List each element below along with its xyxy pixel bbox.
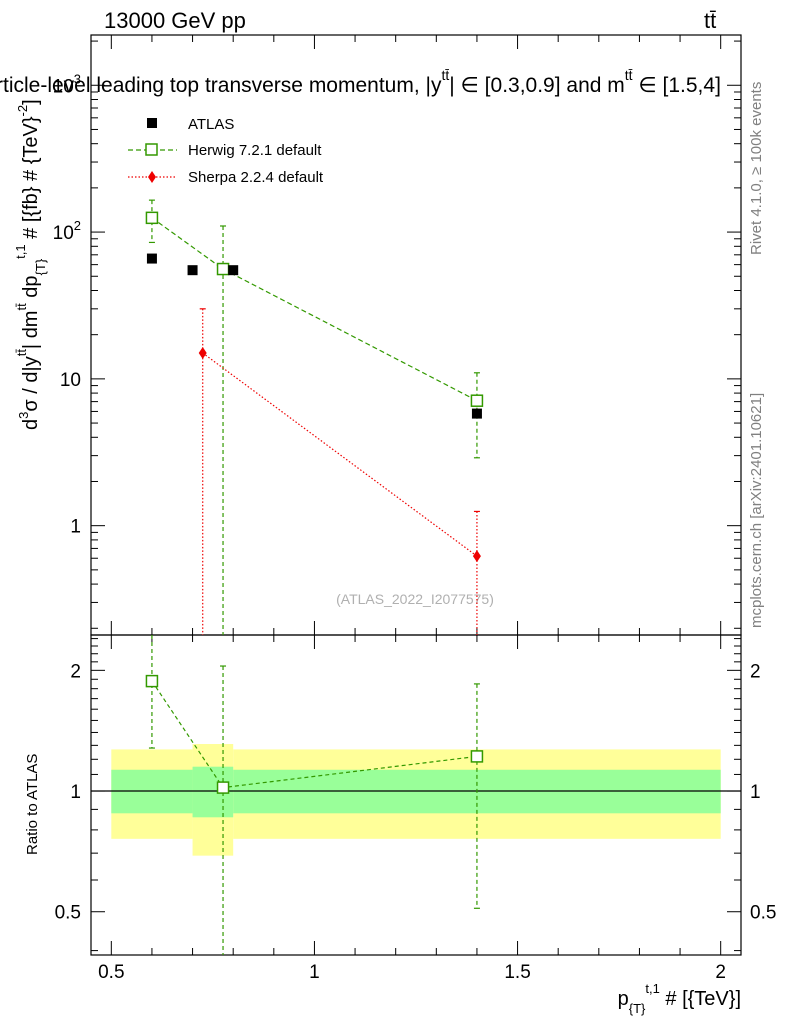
main-y-axis-label: d3σ / d|ytt̄| dmtt̄ dp{T}t,1 # [{fb} # {…: [13, 99, 48, 430]
ratio-bands: [111, 744, 721, 856]
sherpa-line: [202, 352, 478, 557]
ratio-y-tick-label-right: 1: [750, 782, 761, 803]
ratio-y-tick-label-right: 0.5: [750, 903, 776, 924]
x-axis-label: p{T}t,1 # [{TeV}]: [618, 981, 741, 1016]
main-y-tick-label: 102: [53, 218, 81, 244]
legend-label-sherpa: Sherpa 2.2.4 default: [188, 169, 324, 186]
legend-label-atlas: ATLAS: [188, 116, 234, 133]
analysis-watermark: (ATLAS_2022_I2077575): [336, 591, 494, 607]
x-tick-label: 1: [309, 962, 320, 983]
atlas-point: [187, 265, 198, 276]
main-y-tick-label: 103: [53, 71, 81, 97]
ratio-y-tick-labels: 0.5 0.5 1 1 2 2: [55, 661, 777, 923]
atlas-point: [146, 253, 157, 264]
sherpa-point: [472, 550, 481, 563]
atlas-point: [471, 408, 482, 419]
x-tick-label: 0.5: [98, 962, 124, 983]
plot-title-part-a: rticle-level leading top transverse mome…: [0, 74, 442, 97]
main-y-tick-labels: 1 10 102 103: [53, 71, 81, 537]
ratio-y-tick-label: 0.5: [55, 903, 81, 924]
side-label-rivet: Rivet 4.1.0, ≥ 100k events: [748, 82, 765, 255]
main-y-tick-label: 1: [70, 517, 81, 538]
ratio-y-tick-label: 2: [70, 661, 81, 682]
legend: ATLAS Herwig 7.2.1 default Sherpa 2.2.4 …: [128, 116, 324, 186]
x-tick-labels: 0.5 1 1.5 2: [98, 962, 726, 983]
main-y-tick-label: 10: [60, 370, 81, 391]
header-process-label: 13000 GeV pp: [104, 8, 246, 33]
ratio-y-tick-label-right: 2: [750, 661, 761, 682]
header-channel-label: tt̄: [704, 8, 716, 33]
sherpa-point: [198, 347, 207, 360]
legend-marker-atlas: [147, 118, 157, 128]
series-herwig: [145, 199, 484, 635]
ratio-y-tick-label: 1: [70, 782, 81, 803]
ratio-series-herwig: [145, 635, 484, 955]
herwig-point: [145, 211, 159, 225]
plot-title-part-c: ∈ [1.5,4]: [633, 74, 721, 97]
plot-title-part-b: | ∈ [0.3,0.9] and m: [449, 74, 625, 97]
ratio-herwig-point: [470, 750, 484, 763]
atlas-point: [228, 265, 239, 276]
x-tick-label: 2: [715, 962, 726, 983]
side-label-mcplots: mcplots.cern.ch [arXiv:2401.10621]: [748, 393, 765, 628]
plot-title: rticle-level leading top transverse mome…: [0, 67, 721, 97]
ratio-panel-frame: [90, 634, 742, 956]
legend-marker-herwig: [145, 143, 158, 156]
ratio-herwig-point: [145, 674, 159, 688]
herwig-point: [470, 394, 484, 407]
ratio-herwig-point: [216, 781, 230, 794]
series-atlas: [146, 253, 482, 419]
plot-title-sup-b: tt̄: [625, 67, 633, 83]
legend-marker-sherpa: [148, 171, 156, 183]
legend-label-herwig: Herwig 7.2.1 default: [188, 142, 322, 159]
herwig-point: [216, 262, 230, 276]
x-tick-label: 1.5: [504, 962, 530, 983]
plot-title-sup-a: tt̄: [441, 67, 449, 83]
ratio-y-axis-label: Ratio to ATLAS: [24, 754, 41, 855]
axis-ticks: [91, 35, 741, 955]
series-sherpa: [198, 308, 481, 635]
